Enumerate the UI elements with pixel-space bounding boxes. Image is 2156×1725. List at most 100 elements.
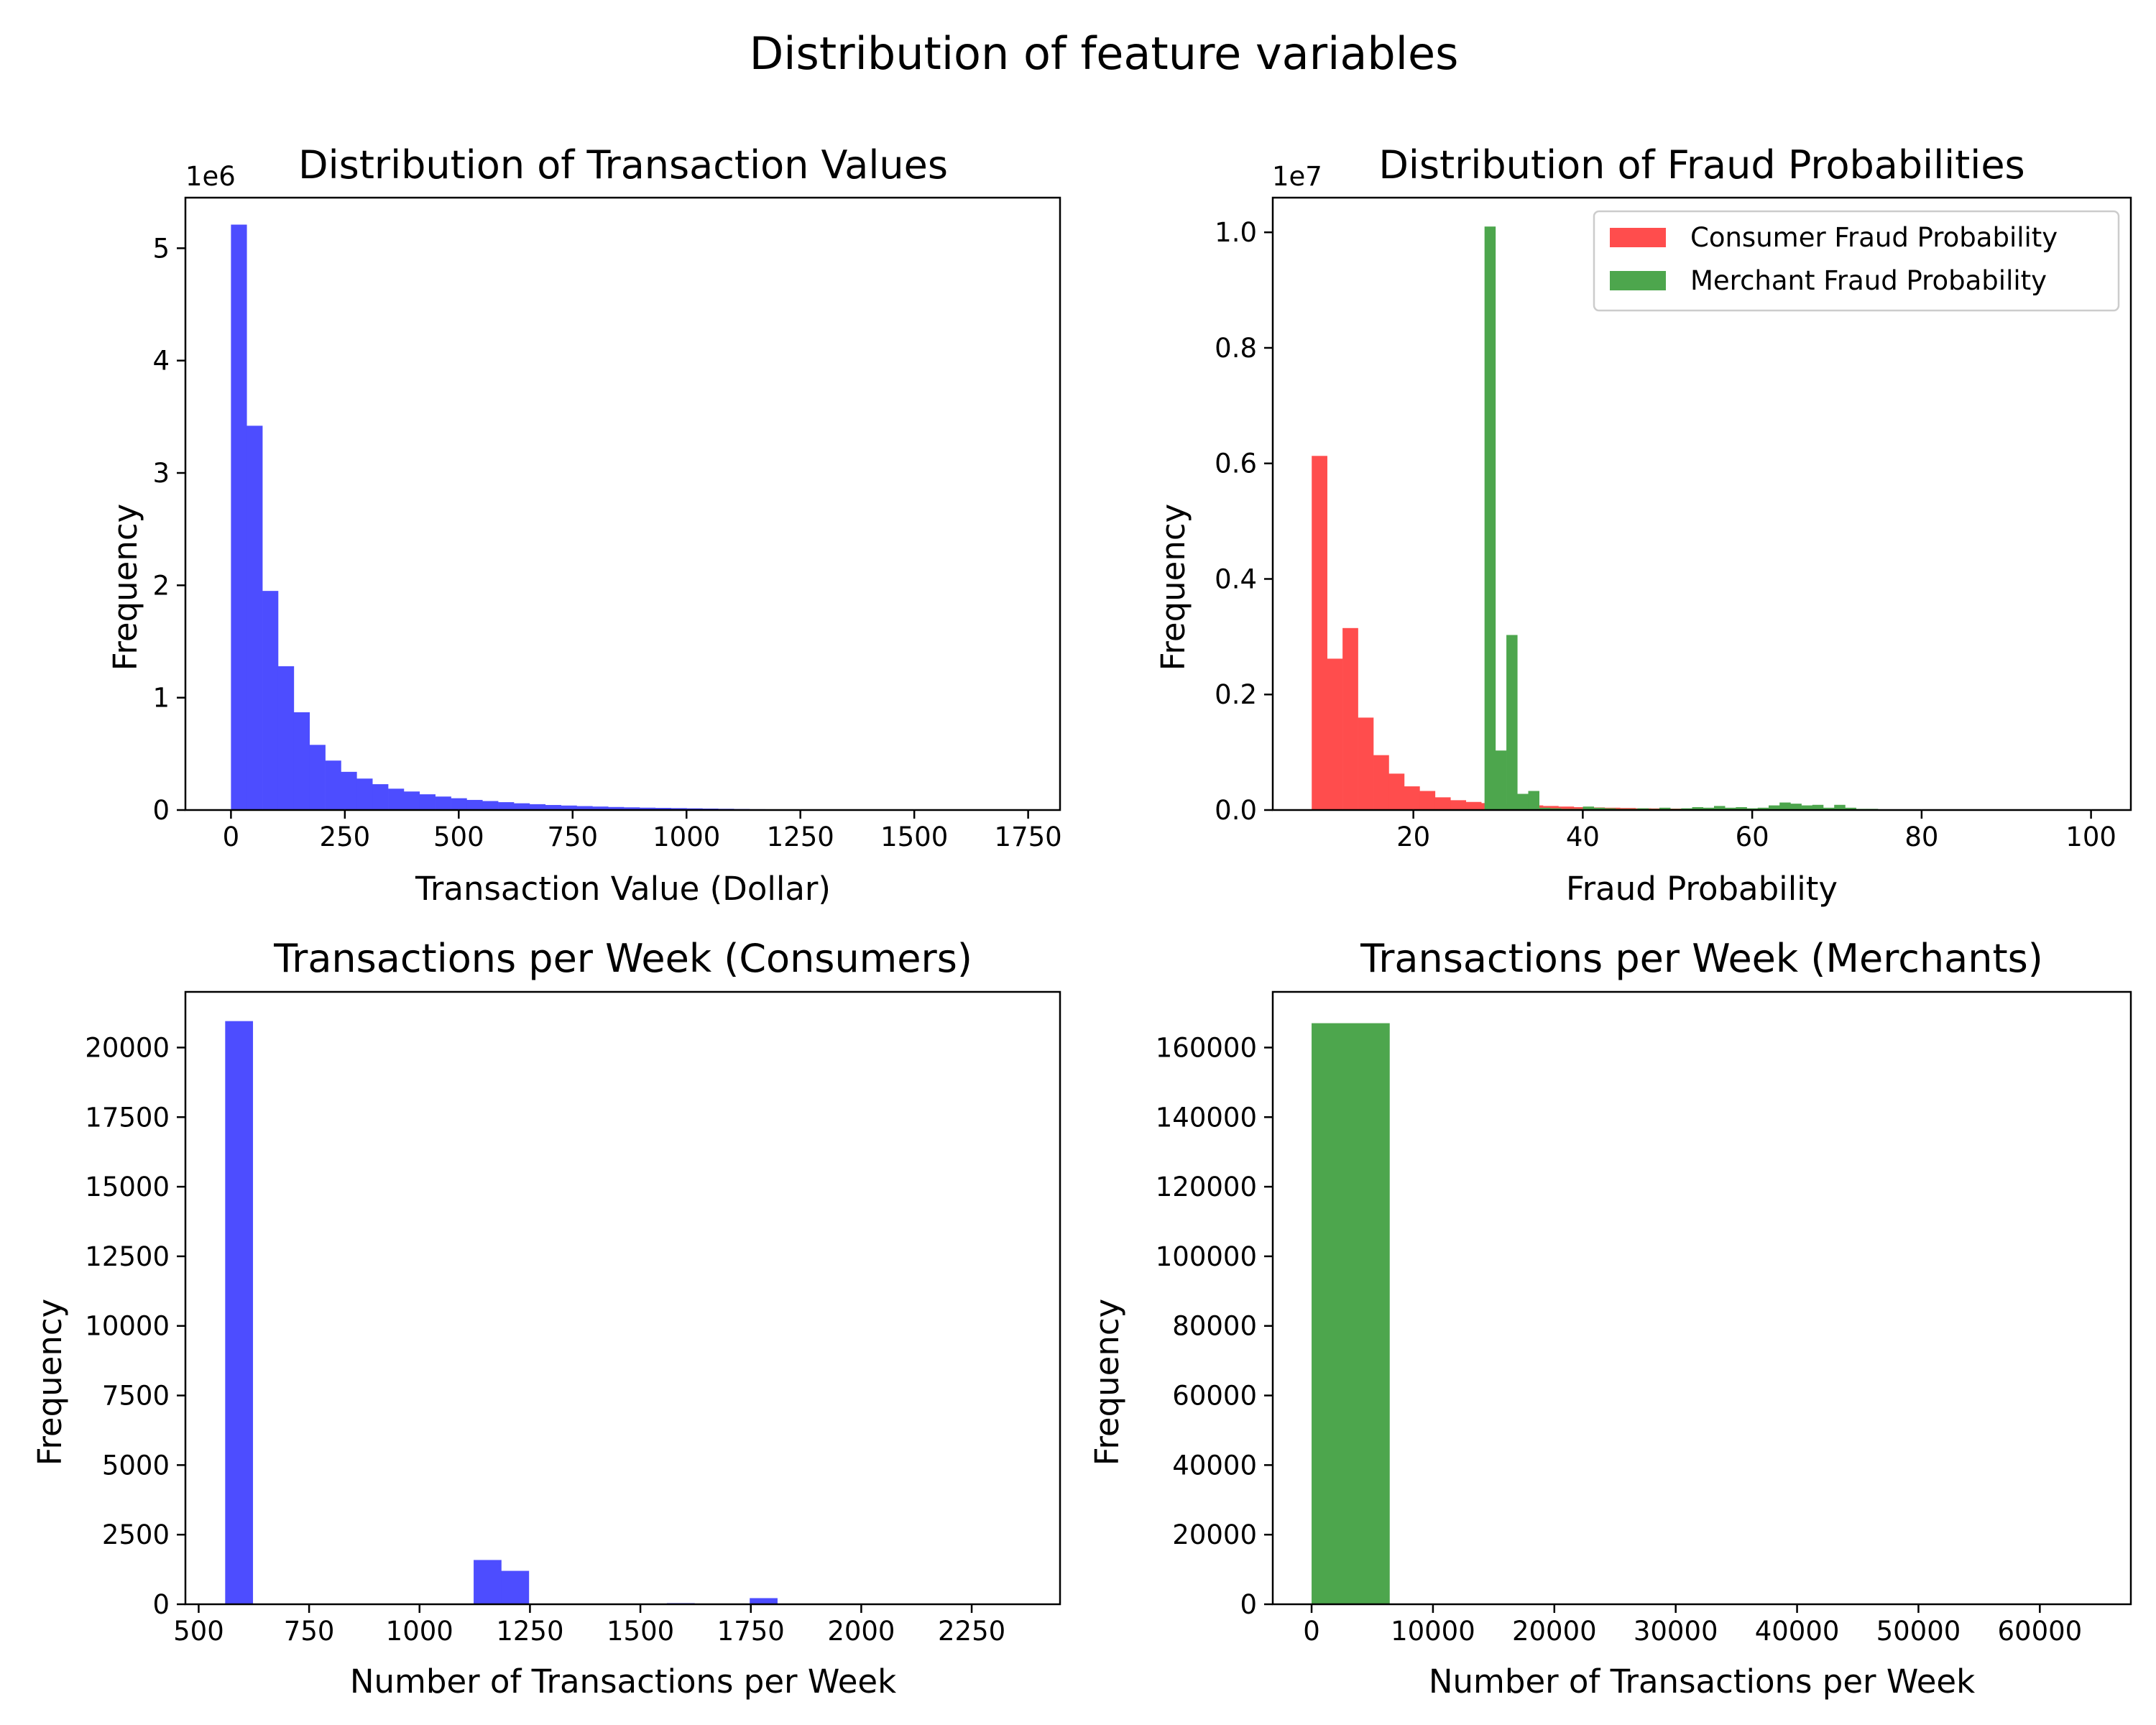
y-tick-label: 0 — [152, 795, 170, 826]
x-tick-label: 80 — [1904, 822, 1938, 852]
x-tick-label: 30000 — [1634, 1616, 1718, 1647]
bar-0-17 — [1573, 806, 1590, 810]
bar-0-22 — [576, 806, 593, 810]
subplot-transaction-values: Distribution of Transaction Values 1e6 T… — [106, 142, 1062, 908]
subplot-title: Transactions per Week (Merchants) — [1360, 936, 2043, 981]
bar-0-16 — [1558, 806, 1575, 810]
subplot-title: Distribution of Transaction Values — [298, 142, 948, 188]
x-tick-label: 40000 — [1755, 1616, 1840, 1647]
y-tick-label: 20000 — [85, 1032, 170, 1063]
bar-0-8 — [1434, 797, 1451, 810]
bar-0-1 — [1327, 658, 1343, 810]
x-axis-label: Transaction Value (Dollar) — [415, 870, 831, 908]
bar-0-21 — [561, 805, 577, 810]
x-tick-label: 60 — [1736, 822, 1769, 852]
y-tick-label: 0 — [152, 1589, 170, 1620]
bar-1-9 — [1583, 806, 1595, 810]
bar-1-22 — [1725, 807, 1736, 810]
x-tick-label: 60000 — [1997, 1616, 2082, 1647]
bar-1-25 — [1757, 807, 1769, 810]
x-tick-label: 10000 — [1391, 1616, 1475, 1647]
bar-0-2 — [262, 591, 279, 810]
y-tick-label: 20000 — [1172, 1519, 1257, 1550]
y-tick-label: 7500 — [102, 1381, 170, 1412]
x-tick-label: 1250 — [496, 1616, 563, 1647]
x-tick-label: 1250 — [767, 822, 834, 852]
subplot-consumer-transactions-per-week: Transactions per Week (Consumers) Number… — [31, 936, 1061, 1701]
bar-1-29 — [1801, 805, 1813, 810]
bar-1-3 — [1517, 794, 1529, 810]
bar-0-23 — [592, 806, 609, 810]
plot-area: 500 750 1000 1250 1500 1750 2000 2250 0 2500 5000 7… — [85, 990, 1061, 1647]
y-tick-label: 0 — [1240, 1589, 1257, 1620]
legend-label-merchant: Merchant Fraud Probability — [1690, 265, 2047, 296]
axes-frame — [184, 990, 1061, 1606]
bar-0-9 — [1450, 800, 1467, 810]
bar-0-4 — [1373, 755, 1389, 810]
x-axis-label: Fraud Probability — [1566, 870, 1838, 908]
bar-0-20 — [545, 804, 561, 810]
x-tick-label: 750 — [284, 1616, 335, 1647]
y-tick-label: 2 — [152, 570, 170, 601]
x-tick-label: 1000 — [386, 1616, 453, 1647]
x-tick-label: 1750 — [717, 1616, 785, 1647]
bar-0-27 — [655, 808, 671, 810]
bar-0-7 — [341, 771, 357, 810]
y-axis-label: Frequency — [1088, 1299, 1126, 1466]
y-tick-label: 10000 — [85, 1311, 170, 1342]
figure-suptitle: Distribution of feature variables — [750, 27, 1459, 80]
bar-0-2 — [1342, 627, 1358, 810]
bar-0-6 — [325, 760, 341, 810]
bar-1-31 — [1823, 807, 1835, 810]
bar-0-15 — [1543, 806, 1559, 810]
x-tick-label: 0 — [223, 822, 240, 852]
bar-0-14 — [451, 798, 467, 810]
x-tick-label: 1750 — [995, 822, 1062, 852]
x-tick-label: 2250 — [938, 1616, 1005, 1647]
x-tick-label: 500 — [433, 822, 484, 852]
bar-0-28 — [671, 808, 687, 810]
y-axis-label: Frequency — [106, 504, 144, 671]
bar-0-24 — [608, 806, 625, 810]
bar-0-0 — [225, 1021, 254, 1604]
bar-1-26 — [1769, 805, 1780, 810]
y-tick-label: 3 — [152, 458, 170, 489]
bar-1-32 — [1834, 804, 1846, 810]
bar-0-19 — [529, 804, 546, 810]
y-tick-label: 80000 — [1172, 1311, 1257, 1342]
y-tick-label: 40000 — [1172, 1450, 1257, 1481]
y-tick-label: 2500 — [102, 1519, 170, 1550]
bar-0-10 — [388, 788, 405, 810]
legend-swatch-consumer — [1610, 228, 1666, 247]
y-tick-label: 60000 — [1172, 1381, 1257, 1412]
bar-0-10 — [501, 1570, 530, 1604]
bar-0-3 — [1358, 717, 1374, 810]
bar-0-25 — [624, 807, 640, 810]
bar-0-26 — [639, 807, 656, 810]
x-tick-label: 2000 — [827, 1616, 895, 1647]
y-tick-label: 4 — [152, 346, 170, 377]
bar-1-16 — [1659, 807, 1671, 810]
x-tick-label: 750 — [547, 822, 598, 852]
bar-1-10 — [1593, 807, 1606, 810]
bar-1-27 — [1779, 802, 1791, 810]
bar-1-28 — [1790, 804, 1802, 810]
y-offset-text: 1e7 — [1272, 161, 1322, 192]
subplot-title: Transactions per Week (Consumers) — [273, 936, 972, 981]
x-axis-label: Number of Transactions per Week — [350, 1662, 896, 1701]
bar-0-8 — [356, 778, 373, 810]
x-tick-label: 500 — [173, 1616, 224, 1647]
subplot-merchant-transactions-per-week: Transactions per Week (Merchants) Number… — [1088, 936, 2132, 1701]
y-tick-label: 140000 — [1156, 1102, 1257, 1133]
bar-0-15 — [466, 799, 483, 810]
x-tick-label: 250 — [320, 822, 371, 852]
bar-0-6 — [1404, 786, 1420, 810]
x-tick-label: 40 — [1566, 822, 1600, 852]
bar-0-17 — [498, 802, 515, 810]
x-tick-label: 1000 — [653, 822, 720, 852]
legend-label-consumer: Consumer Fraud Probability — [1690, 222, 2058, 253]
bar-0-1 — [247, 426, 263, 810]
y-tick-label: 0.0 — [1215, 795, 1257, 826]
x-tick-label: 1500 — [880, 822, 948, 852]
axes-frame — [1271, 990, 2132, 1606]
